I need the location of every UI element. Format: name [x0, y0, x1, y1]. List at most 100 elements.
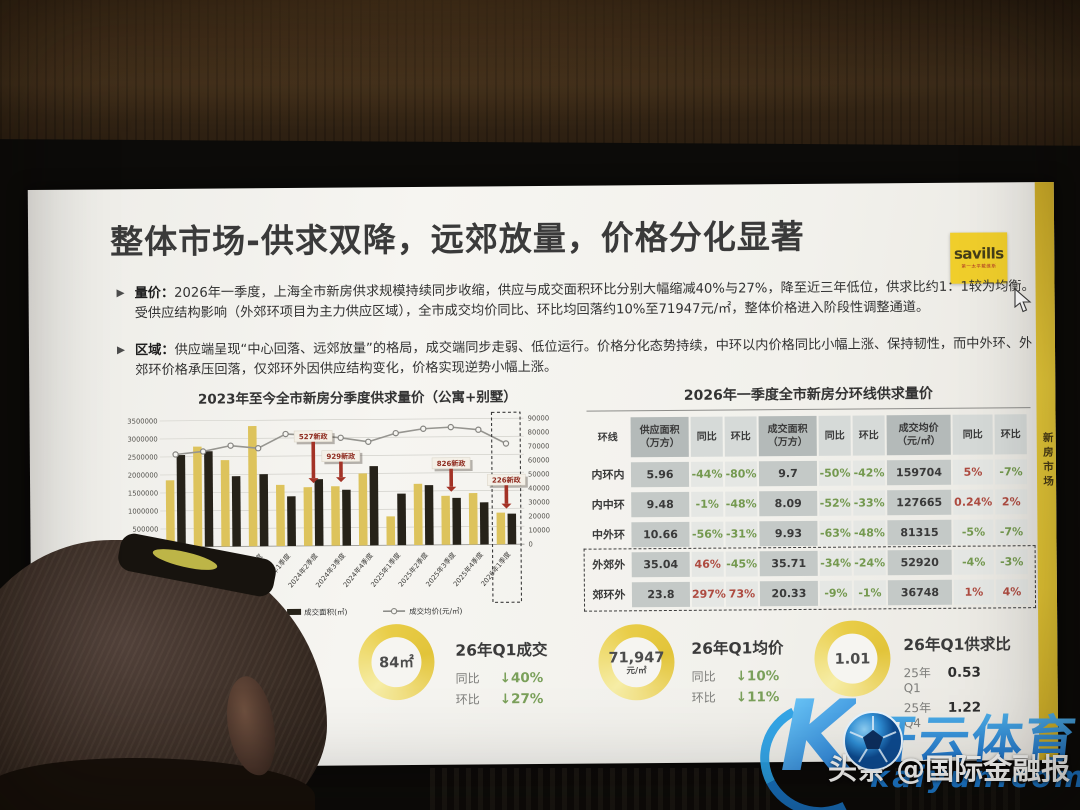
transaction-bar [397, 493, 407, 546]
kpi-stat-value: ↓40% [499, 670, 544, 687]
transaction-bar [176, 455, 186, 547]
supply-bar [496, 512, 506, 545]
table-cell: 5.96 [630, 461, 690, 488]
right-axis-tick: 70000 [528, 442, 550, 450]
table-cell: -56% [691, 521, 724, 547]
slide-title: 整体市场-供求双降，远郊放量，价格分化显著 [110, 216, 805, 262]
table-cell: -7% [994, 459, 1028, 485]
table-header-cell: 同比 [818, 415, 851, 456]
bullet-lead: 区域： [134, 342, 175, 359]
quarterly-supply-demand-chart: 0 500000 1000000 1500000 2000000 2500000 30000… [127, 411, 550, 618]
avg-price-marker [227, 442, 234, 449]
table-cell: 9.93 [759, 520, 818, 547]
avg-price-marker [475, 426, 482, 433]
table-header-cell: 成交均价 （元/㎡） [886, 414, 951, 456]
policy-annotation-label: 226新政 [492, 475, 522, 484]
table-cell: 2% [995, 489, 1028, 515]
supply-bar [275, 484, 285, 547]
kpi-stat-key: 环比 [691, 690, 716, 705]
avg-price-marker [282, 430, 289, 438]
supply-bar [193, 446, 203, 547]
annotation-arrow-head [336, 477, 347, 483]
left-axis-tick: 500000 [132, 525, 158, 533]
supply-bar [468, 493, 478, 545]
table-header-cell: 环比 [724, 416, 757, 457]
right-axis-tick: 50000 [528, 470, 550, 478]
kpi-stat-row: 同比 ↓10% [692, 667, 784, 685]
annotation-arrow-head [501, 503, 512, 509]
bullet-lead: 量价： [134, 285, 175, 302]
transaction-bar [479, 502, 489, 545]
kpi-stat-value: 0.53 [947, 664, 981, 681]
bullet-text: 供应端呈现“中心回落、远郊放量”的格局，成交端同步走弱、低位运行。价格分化态势持… [135, 336, 1033, 379]
right-axis-tick: 40000 [528, 484, 550, 492]
kpi-label: 26年Q1均价 [691, 639, 784, 658]
right-axis-tick: 90000 [528, 414, 550, 422]
supply-bar [303, 487, 313, 546]
transaction-bar [259, 474, 269, 547]
transaction-bar [424, 485, 434, 545]
bullet-arrow-icon [116, 346, 126, 355]
transaction-bar [204, 451, 214, 547]
savills-logo: savills 第一太平戴维斯 [950, 232, 1008, 284]
table-header-cell: 环比 [994, 414, 1027, 455]
table-cell: -1% [691, 491, 724, 517]
table-cell: 8.09 [759, 490, 818, 517]
kpi-donut: 84㎡ [358, 623, 435, 701]
supply-bar [220, 460, 230, 547]
legend-transaction-label: 成交面积(㎡) [304, 607, 348, 617]
avg-price-marker [420, 425, 427, 432]
kpi-stat-key: 同比 [691, 669, 716, 684]
bullet-text: 2026年一季度，上海全市新房供求规模持续同步收缩，供应与成交面积环比分别大幅缩… [134, 279, 1035, 322]
watermark: K 开云体育 kaiyun.com 头条 @国际金融报 [745, 680, 1080, 810]
table-title: 2026年一季度全市新房分环线供求量价 [586, 382, 1031, 412]
right-axis-tick: 60000 [528, 456, 550, 464]
annotation-arrow-shaft [504, 485, 509, 504]
avg-price-marker [365, 438, 372, 445]
transaction-bar [314, 479, 324, 546]
legend-price-label: 成交均价(元/㎡) [409, 606, 463, 616]
savills-logo-text: savills [953, 244, 1004, 263]
section-tab: 新房市场 [1041, 431, 1055, 491]
table-cell: 10.66 [631, 521, 690, 548]
kpi-donut-value: 1.01 [834, 650, 871, 668]
table-cell: -33% [853, 490, 886, 516]
table-cell: -52% [819, 490, 852, 516]
table-header-cell: 成交面积 （万方） [758, 415, 817, 457]
supply-bar [165, 480, 175, 547]
legend-transaction-swatch [287, 608, 302, 616]
avg-price-marker [337, 434, 344, 441]
table-cell: 127665 [887, 489, 952, 516]
table-header-cell: 同比 [952, 414, 993, 455]
table-cell: 内环内 [591, 468, 625, 482]
right-axis-tick: 0 [529, 540, 533, 548]
table-cell: -50% [818, 460, 852, 486]
left-axis-tick: 3500000 [127, 417, 157, 425]
watermark-url: kaiyun.com [870, 760, 1080, 794]
table-header-cell: 环比 [852, 415, 885, 456]
left-axis-tick: 2000000 [128, 471, 158, 479]
bullet-arrow-icon [116, 289, 125, 298]
right-axis-tick: 10000 [528, 526, 550, 534]
table-cell: 0.24% [953, 489, 994, 515]
bullet-volume-price: 量价：2026年一季度，上海全市新房供求规模持续同步收缩，供应与成交面积环比分别… [116, 277, 1041, 325]
kpi-stat-value: ↓27% [499, 691, 544, 708]
annotation-arrow-head [446, 486, 457, 492]
right-axis-tick: 30000 [528, 498, 550, 506]
presentation-slide: 整体市场-供求双降，远郊放量，价格分化显著 savills 第一太平戴维斯 量价… [27, 181, 1059, 769]
kpi-label: 26年Q1供求比 [903, 635, 1011, 655]
right-axis-tick: 80000 [528, 428, 550, 436]
supply-bar [413, 483, 423, 546]
suburban-highlight-box [583, 545, 1037, 612]
radiator-slats [430, 768, 770, 810]
soccer-ball-icon [842, 710, 904, 776]
left-axis-tick: 1500000 [128, 489, 158, 497]
annotation-arrow-shaft [311, 441, 316, 479]
table-cell: -31% [725, 521, 758, 547]
transaction-bar [287, 496, 296, 547]
ring-line-table-section: 2026年一季度全市新房分环线供求量价 环线 供应面积 （万方） 同比 环比 成交面积 … [583, 382, 1037, 612]
policy-annotation-label: 826新政 [437, 459, 467, 468]
transaction-bar [507, 513, 517, 545]
latest-quarter-highlight-box [490, 411, 523, 603]
